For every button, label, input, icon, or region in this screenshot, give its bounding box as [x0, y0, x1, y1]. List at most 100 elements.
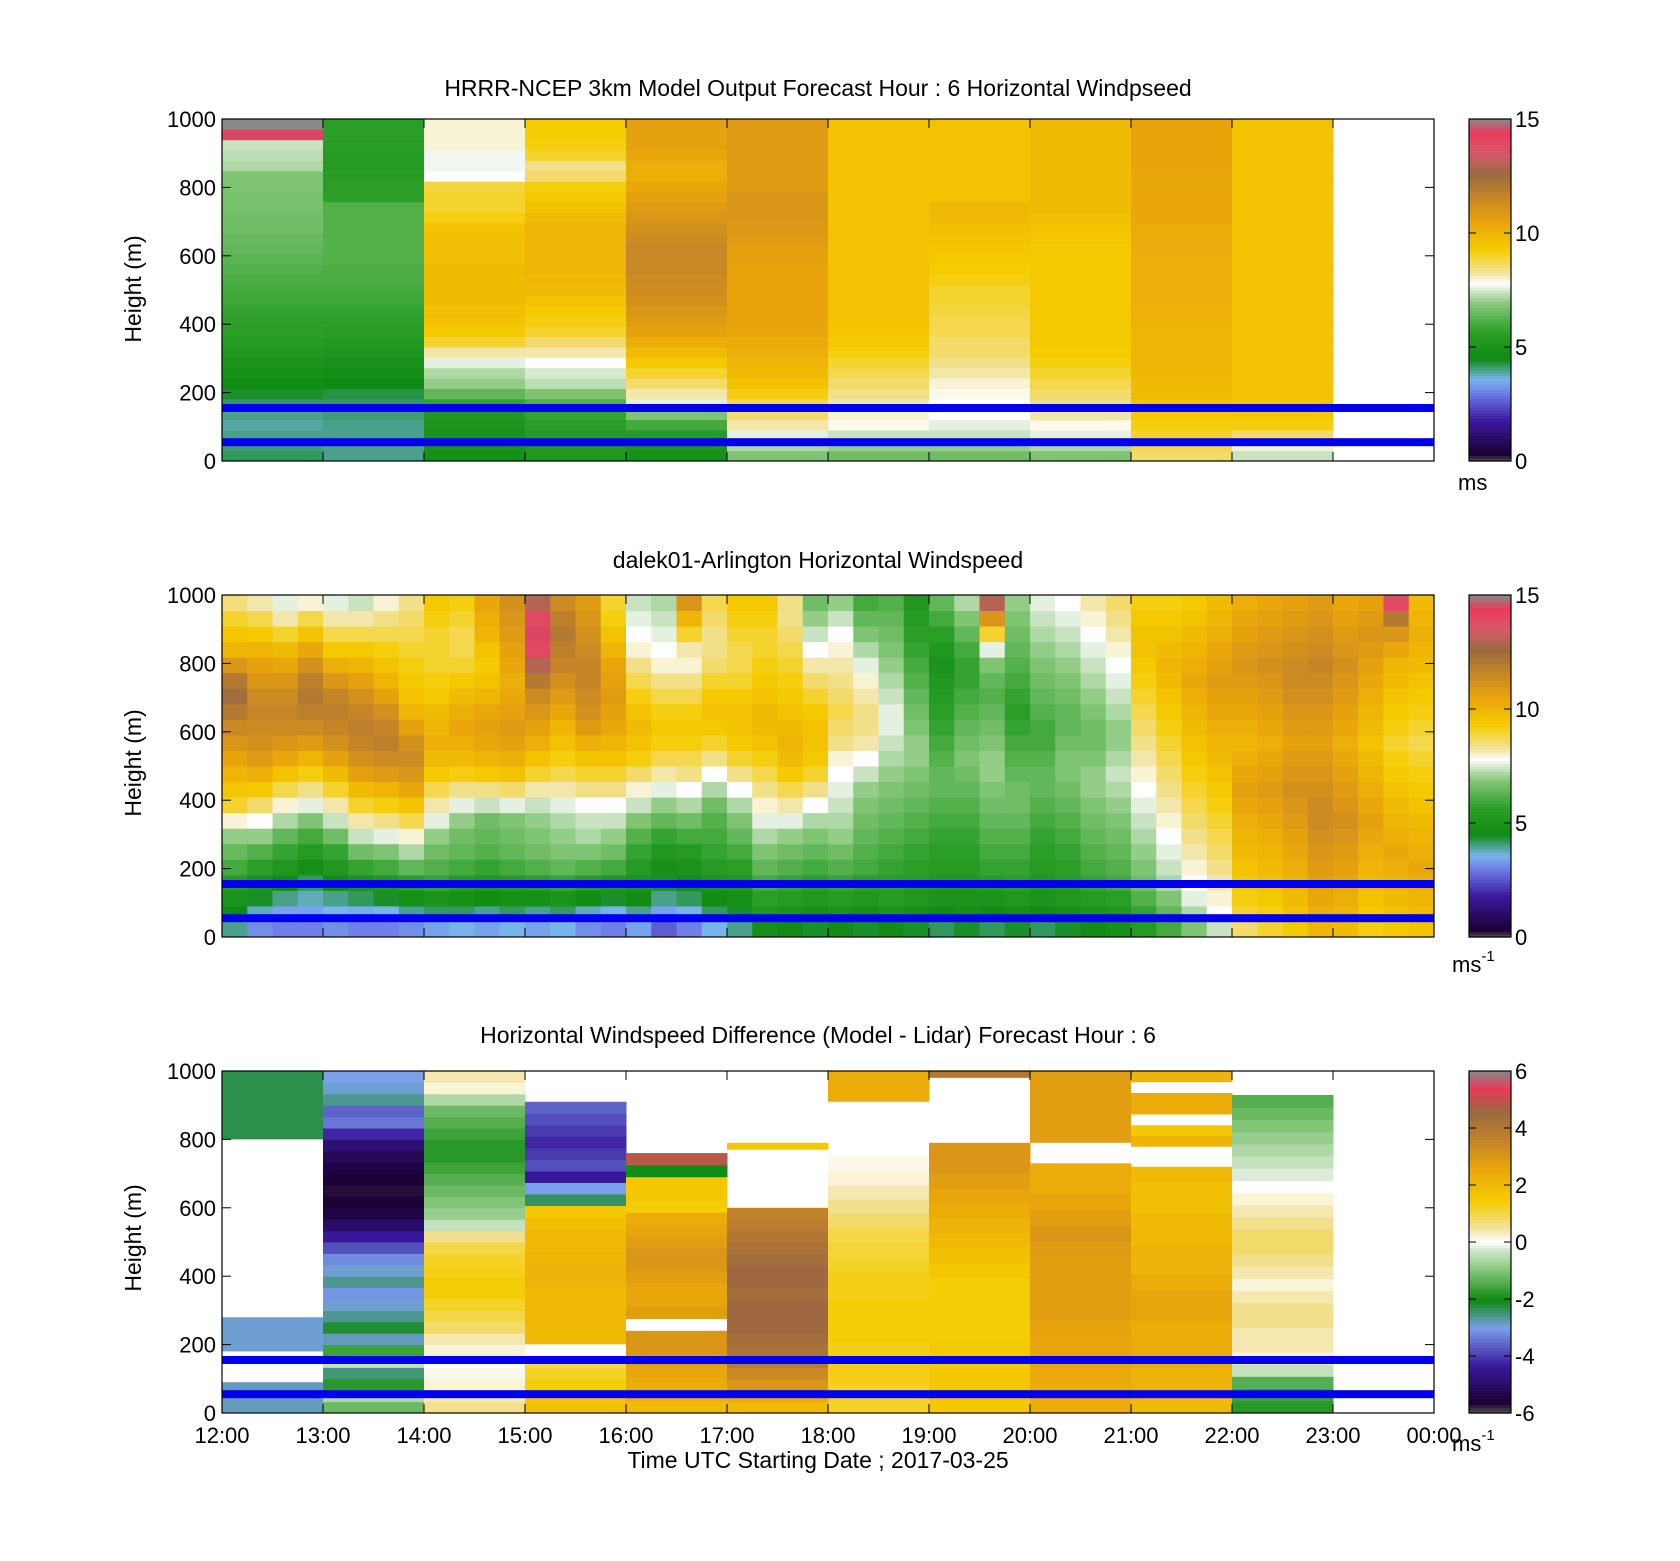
- heatmap-cell: [828, 1156, 930, 1172]
- heatmap-cell: [1358, 766, 1384, 783]
- heatmap-cell: [1408, 688, 1435, 705]
- heatmap-cell: [1257, 812, 1283, 829]
- heatmap-cell: [499, 657, 526, 674]
- heatmap-cell: [424, 1230, 526, 1243]
- colorbar-cell: [1469, 734, 1511, 739]
- heatmap-cell: [424, 1139, 526, 1152]
- heatmap-cell: [802, 703, 829, 720]
- colorbar-cell: [1469, 1210, 1511, 1215]
- heatmap-cell: [626, 367, 728, 379]
- heatmap-cell: [525, 734, 551, 751]
- colorbar-cell: [1469, 785, 1511, 790]
- heatmap-cell: [424, 766, 450, 783]
- heatmap-cell: [424, 170, 526, 182]
- heatmap-cell: [853, 828, 879, 845]
- colorbar-cell: [1469, 381, 1511, 385]
- heatmap-cell: [1105, 641, 1132, 658]
- heatmap-cell: [954, 750, 980, 767]
- colorbar-cell: [1469, 1190, 1511, 1195]
- colorbar-cell: [1469, 1128, 1511, 1132]
- heatmap-cell: [373, 781, 400, 798]
- heatmap-cell: [525, 274, 627, 286]
- heatmap-cell: [626, 284, 728, 296]
- heatmap-cell: [626, 419, 728, 431]
- heatmap-cell: [297, 812, 324, 829]
- heatmap-cell: [1105, 719, 1132, 736]
- heatmap-cell: [1408, 812, 1435, 829]
- colorbar-cell: [1469, 706, 1511, 710]
- y-tick-label: 0: [204, 925, 216, 950]
- heatmap-cell: [651, 766, 677, 783]
- heatmap-cell: [626, 1401, 728, 1414]
- heatmap-cell: [1156, 812, 1182, 829]
- heatmap-cell: [802, 610, 829, 627]
- heatmap-cell: [777, 812, 804, 829]
- colorbar-cell: [1469, 1276, 1511, 1280]
- colorbar-cell: [1469, 805, 1511, 810]
- heatmap-cell: [1105, 688, 1132, 705]
- heatmap-cell: [878, 672, 905, 689]
- colorbar-cell: [1469, 144, 1511, 149]
- heatmap-cell: [651, 843, 677, 860]
- heatmap-cell: [651, 734, 677, 751]
- heatmap-cell: [247, 688, 273, 705]
- colorbar-cell: [1469, 1147, 1511, 1152]
- heatmap-cell: [954, 859, 980, 876]
- heatmap-cell: [348, 734, 374, 751]
- heatmap-cell: [1232, 595, 1258, 612]
- heatmap-cell: [979, 843, 1006, 860]
- heatmap-cell: [600, 688, 627, 705]
- heatmap-cell: [373, 610, 400, 627]
- heatmap-cell: [878, 626, 905, 643]
- heatmap-cell: [828, 828, 854, 845]
- heatmap-cell: [1131, 1289, 1233, 1306]
- heatmap-cell: [424, 129, 526, 141]
- heatmap-cell: [222, 797, 248, 814]
- heatmap-cell: [1282, 595, 1309, 612]
- heatmap-cell: [247, 657, 273, 674]
- heatmap-cell: [1232, 626, 1258, 643]
- heatmap-cell: [1055, 610, 1081, 627]
- heatmap-cell: [701, 672, 728, 689]
- heatmap-cell: [222, 305, 324, 317]
- heatmap-cell: [1156, 750, 1182, 767]
- heatmap-cell: [297, 766, 324, 783]
- colorbar-cell: [1469, 187, 1511, 191]
- heatmap-cell: [1131, 828, 1157, 845]
- heatmap-cell: [929, 170, 1031, 182]
- heatmap-cell: [1004, 610, 1031, 627]
- heatmap-cell: [222, 264, 324, 275]
- heatmap-cell: [777, 921, 804, 938]
- heatmap-cell: [1232, 295, 1334, 307]
- heatmap-cell: [929, 1337, 1031, 1354]
- heatmap-cell: [626, 378, 728, 389]
- heatmap-cell: [1232, 378, 1334, 389]
- heatmap-cell: [525, 1136, 627, 1149]
- colorbar-cell: [1469, 386, 1511, 391]
- colorbar-cell: [1469, 1230, 1511, 1235]
- heatmap-cell: [752, 734, 778, 751]
- heatmap-cell: [651, 781, 677, 798]
- heatmap-cell: [424, 1367, 526, 1380]
- heatmap-cell: [550, 797, 576, 814]
- heatmap-cell: [828, 750, 854, 767]
- heatmap-cell: [525, 1401, 627, 1414]
- heatmap-cell: [1004, 641, 1031, 658]
- heatmap-cell: [1232, 766, 1258, 783]
- heatmap-cell: [626, 1164, 728, 1178]
- heatmap-cell: [575, 688, 602, 705]
- heatmap-cell: [828, 1341, 930, 1357]
- heatmap-cell: [954, 781, 980, 798]
- heatmap-cell: [828, 170, 930, 182]
- heatmap-cell: [525, 1193, 627, 1207]
- heatmap-cell: [323, 367, 425, 379]
- heatmap-cell: [449, 921, 475, 938]
- heatmap-cell: [727, 1401, 829, 1414]
- heatmap-cell: [651, 812, 677, 829]
- heatmap-cell: [1232, 657, 1258, 674]
- heatmap-cell: [323, 295, 425, 307]
- heatmap-cell: [272, 610, 299, 627]
- heatmap-cell: [828, 295, 930, 307]
- heatmap-cell: [727, 367, 829, 379]
- heatmap-cell: [828, 119, 930, 130]
